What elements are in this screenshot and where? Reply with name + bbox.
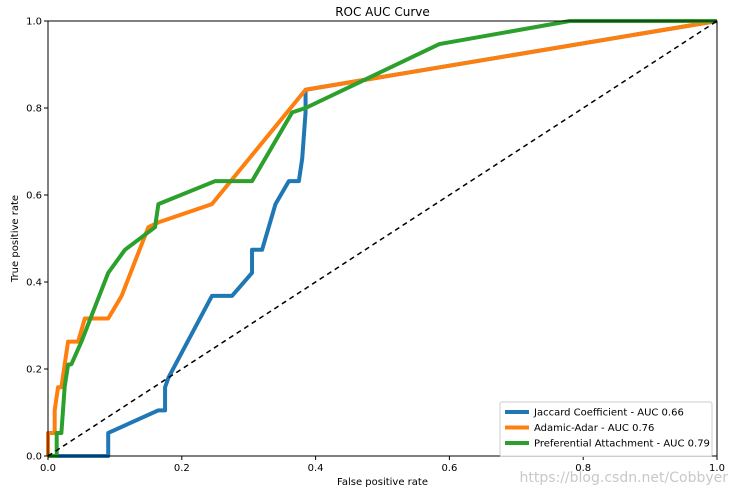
legend: Jaccard Coefficient - AUC 0.66 Adamic-Ada…: [499, 401, 713, 457]
plot-frame: [47, 20, 718, 457]
series-line-1: [46, 19, 718, 456]
legend-box: [499, 401, 713, 457]
x-tick-label: 0.0: [40, 463, 56, 474]
y-tick-label: 1.0: [26, 17, 42, 28]
legend-label: Jaccard Coefficient - AUC 0.66: [533, 408, 684, 419]
y-tick-label: 0.8: [26, 104, 42, 115]
chart-title: ROC AUC Curve: [335, 5, 430, 19]
x-tick-label: 0.4: [308, 463, 324, 474]
chance-line: [47, 20, 718, 457]
y-tick-label: 0.4: [26, 278, 42, 289]
legend-label: Adamic-Adar - AUC 0.76: [534, 423, 654, 434]
series-layer: [46, 19, 718, 458]
watermark: https://blog.csdn.net/Cobbyer: [519, 470, 728, 486]
x-axis-label: False positive rate: [337, 477, 428, 488]
y-tick-label: 0.0: [26, 452, 42, 463]
legend-label: Preferential Attachment - AUC 0.79: [534, 439, 710, 450]
x-tick-label: 0.2: [174, 463, 190, 474]
y-axis-ticks: 0.0 0.2 0.4 0.6 0.8 1.0: [26, 17, 48, 463]
y-tick-label: 0.2: [26, 365, 42, 376]
x-tick-label: 1.0: [709, 463, 725, 474]
x-tick-label: 0.6: [441, 463, 457, 474]
series-line-0: [48, 19, 718, 458]
x-axis-ticks: 0.0 0.2 0.4 0.6 0.8 1.0: [40, 456, 725, 474]
series-line-2: [48, 19, 717, 458]
y-axis-label: True positive rate: [10, 195, 21, 283]
x-tick-label: 0.8: [575, 463, 591, 474]
y-tick-label: 0.6: [26, 191, 42, 202]
